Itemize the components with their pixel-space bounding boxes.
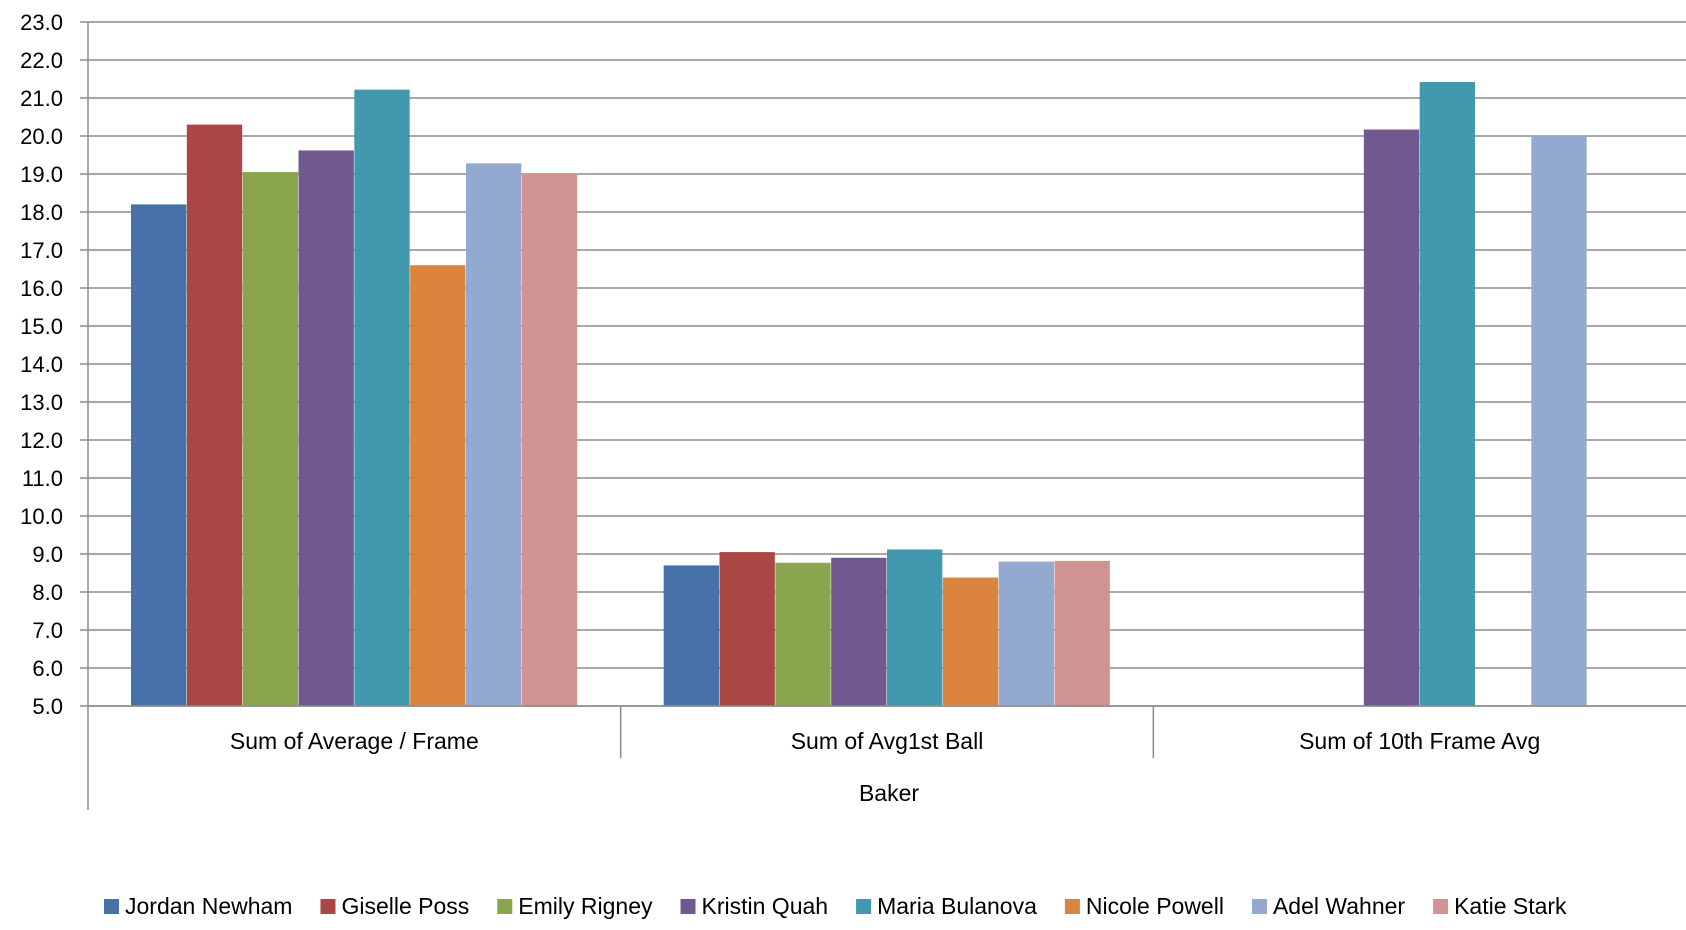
bar-adel-wahner-3 xyxy=(1531,135,1587,707)
bars xyxy=(131,82,1587,707)
bar-nicole-powell-2 xyxy=(942,577,999,706)
legend-label: Giselle Poss xyxy=(341,893,469,919)
legend-label: Adel Wahner xyxy=(1273,893,1405,919)
axes: 5.0 6.0 7.0 8.0 9.0 10.0 11.0 12.0 13.0 14.0 15.0 1… xyxy=(20,10,1686,810)
bar-adel-wahner-2 xyxy=(998,561,1054,706)
legend-swatch xyxy=(856,899,872,914)
legend-swatch xyxy=(104,899,119,914)
x-category-label: Sum of Avg1st Ball xyxy=(791,728,984,754)
legend-label: Emily Rigney xyxy=(518,893,653,919)
y-tick-label: 12.0 xyxy=(20,428,63,453)
legend-item: Emily Rigney xyxy=(497,893,653,919)
bar-emily-rigney-2 xyxy=(775,562,831,706)
bar-maria-bulanova-1 xyxy=(354,89,410,706)
legend-item: Maria Bulanova xyxy=(856,893,1037,919)
y-tick-label: 5.0 xyxy=(32,694,63,719)
bar-katie-stark-2 xyxy=(1054,560,1110,706)
legend-item: Nicole Powell xyxy=(1064,893,1224,919)
bar-nicole-powell-1 xyxy=(410,265,466,706)
legend-swatch xyxy=(1433,899,1449,914)
y-tick-label: 9.0 xyxy=(32,542,63,567)
y-tick-label: 14.0 xyxy=(20,352,63,377)
legend-label: Maria Bulanova xyxy=(877,893,1037,919)
legend-item: Giselle Poss xyxy=(320,893,469,919)
legend-swatch xyxy=(1064,899,1080,914)
x-category-label: Sum of Average / Frame xyxy=(230,728,479,754)
y-tick-label: 17.0 xyxy=(20,238,63,263)
bar-jordan-newham-1 xyxy=(131,204,187,706)
bar-giselle-poss-2 xyxy=(719,552,775,706)
legend-item: Jordan Newham xyxy=(104,893,292,919)
legend: Jordan Newham Giselle Poss Emily Rigney Kri… xyxy=(104,893,1567,919)
legend-swatch xyxy=(1251,899,1267,914)
bar-kristin-quah-1 xyxy=(298,150,354,706)
y-tick-label: 15.0 xyxy=(20,314,63,339)
y-tick-label: 16.0 xyxy=(20,276,63,301)
legend-swatch xyxy=(320,899,336,914)
legend-label: Kristin Quah xyxy=(702,893,829,919)
legend-label: Jordan Newham xyxy=(125,893,292,919)
y-tick-label: 10.0 xyxy=(20,504,63,529)
y-tick-label: 22.0 xyxy=(20,48,63,73)
legend-swatch xyxy=(680,899,696,914)
bar-jordan-newham-2 xyxy=(663,565,719,706)
y-tick-label: 8.0 xyxy=(32,580,63,605)
bar-maria-bulanova-2 xyxy=(887,549,943,706)
y-tick-label: 21.0 xyxy=(20,86,63,111)
y-tick-label: 11.0 xyxy=(22,466,63,491)
y-tick-label: 13.0 xyxy=(20,390,63,415)
bar-katie-stark-1 xyxy=(521,173,578,707)
legend-item: Adel Wahner xyxy=(1251,893,1405,919)
x-group-label: Baker xyxy=(859,780,919,806)
y-tick-label: 7.0 xyxy=(32,618,63,643)
bar-emily-rigney-1 xyxy=(242,172,298,707)
y-tick-label: 23.0 xyxy=(20,10,63,35)
x-category-label: Sum of 10th Frame Avg xyxy=(1299,728,1540,754)
legend-item: Kristin Quah xyxy=(680,893,829,919)
y-tick-label: 19.0 xyxy=(20,162,63,187)
legend-label: Katie Stark xyxy=(1454,893,1567,919)
bar-kristin-quah-2 xyxy=(831,557,887,706)
bar-adel-wahner-1 xyxy=(466,163,522,707)
y-tick-label: 6.0 xyxy=(32,656,63,681)
bar-kristin-quah-3 xyxy=(1363,129,1420,707)
legend-label: Nicole Powell xyxy=(1086,893,1224,919)
bar-giselle-poss-1 xyxy=(186,124,243,707)
legend-swatch xyxy=(497,899,513,914)
legend-item: Katie Stark xyxy=(1433,893,1567,919)
y-tick-label: 18.0 xyxy=(20,200,63,225)
y-tick-label: 20.0 xyxy=(20,124,63,149)
bar-maria-bulanova-3 xyxy=(1419,82,1475,707)
